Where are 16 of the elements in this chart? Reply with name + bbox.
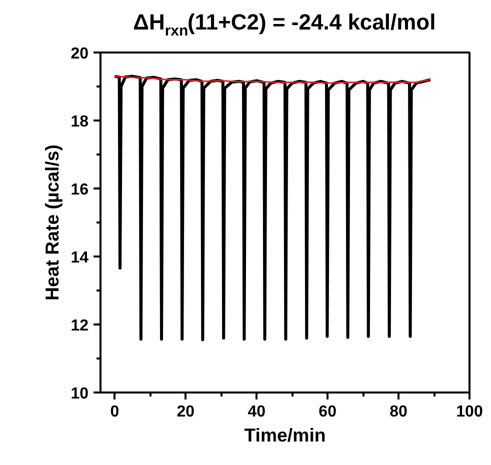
y-axis-title: Heat Rate (µcal/s) <box>42 144 63 300</box>
x-tick-label: 100 <box>456 404 483 420</box>
y-tick-label: 10 <box>70 386 89 402</box>
y-tick-label: 20 <box>70 46 89 62</box>
x-tick-label: 40 <box>248 404 266 420</box>
x-tick-label: 80 <box>390 404 408 420</box>
x-tick-label: 60 <box>318 404 337 420</box>
y-tick-label: 14 <box>70 250 89 266</box>
y-tick-label: 18 <box>70 114 89 130</box>
y-tick-label: 12 <box>70 318 89 334</box>
x-axis-title: Time/min <box>244 424 326 446</box>
x-tick-label: 0 <box>110 404 120 420</box>
y-tick-label: 16 <box>70 182 89 198</box>
line-series <box>113 74 432 342</box>
x-tick-label: 20 <box>176 404 195 420</box>
line-series <box>114 76 432 84</box>
